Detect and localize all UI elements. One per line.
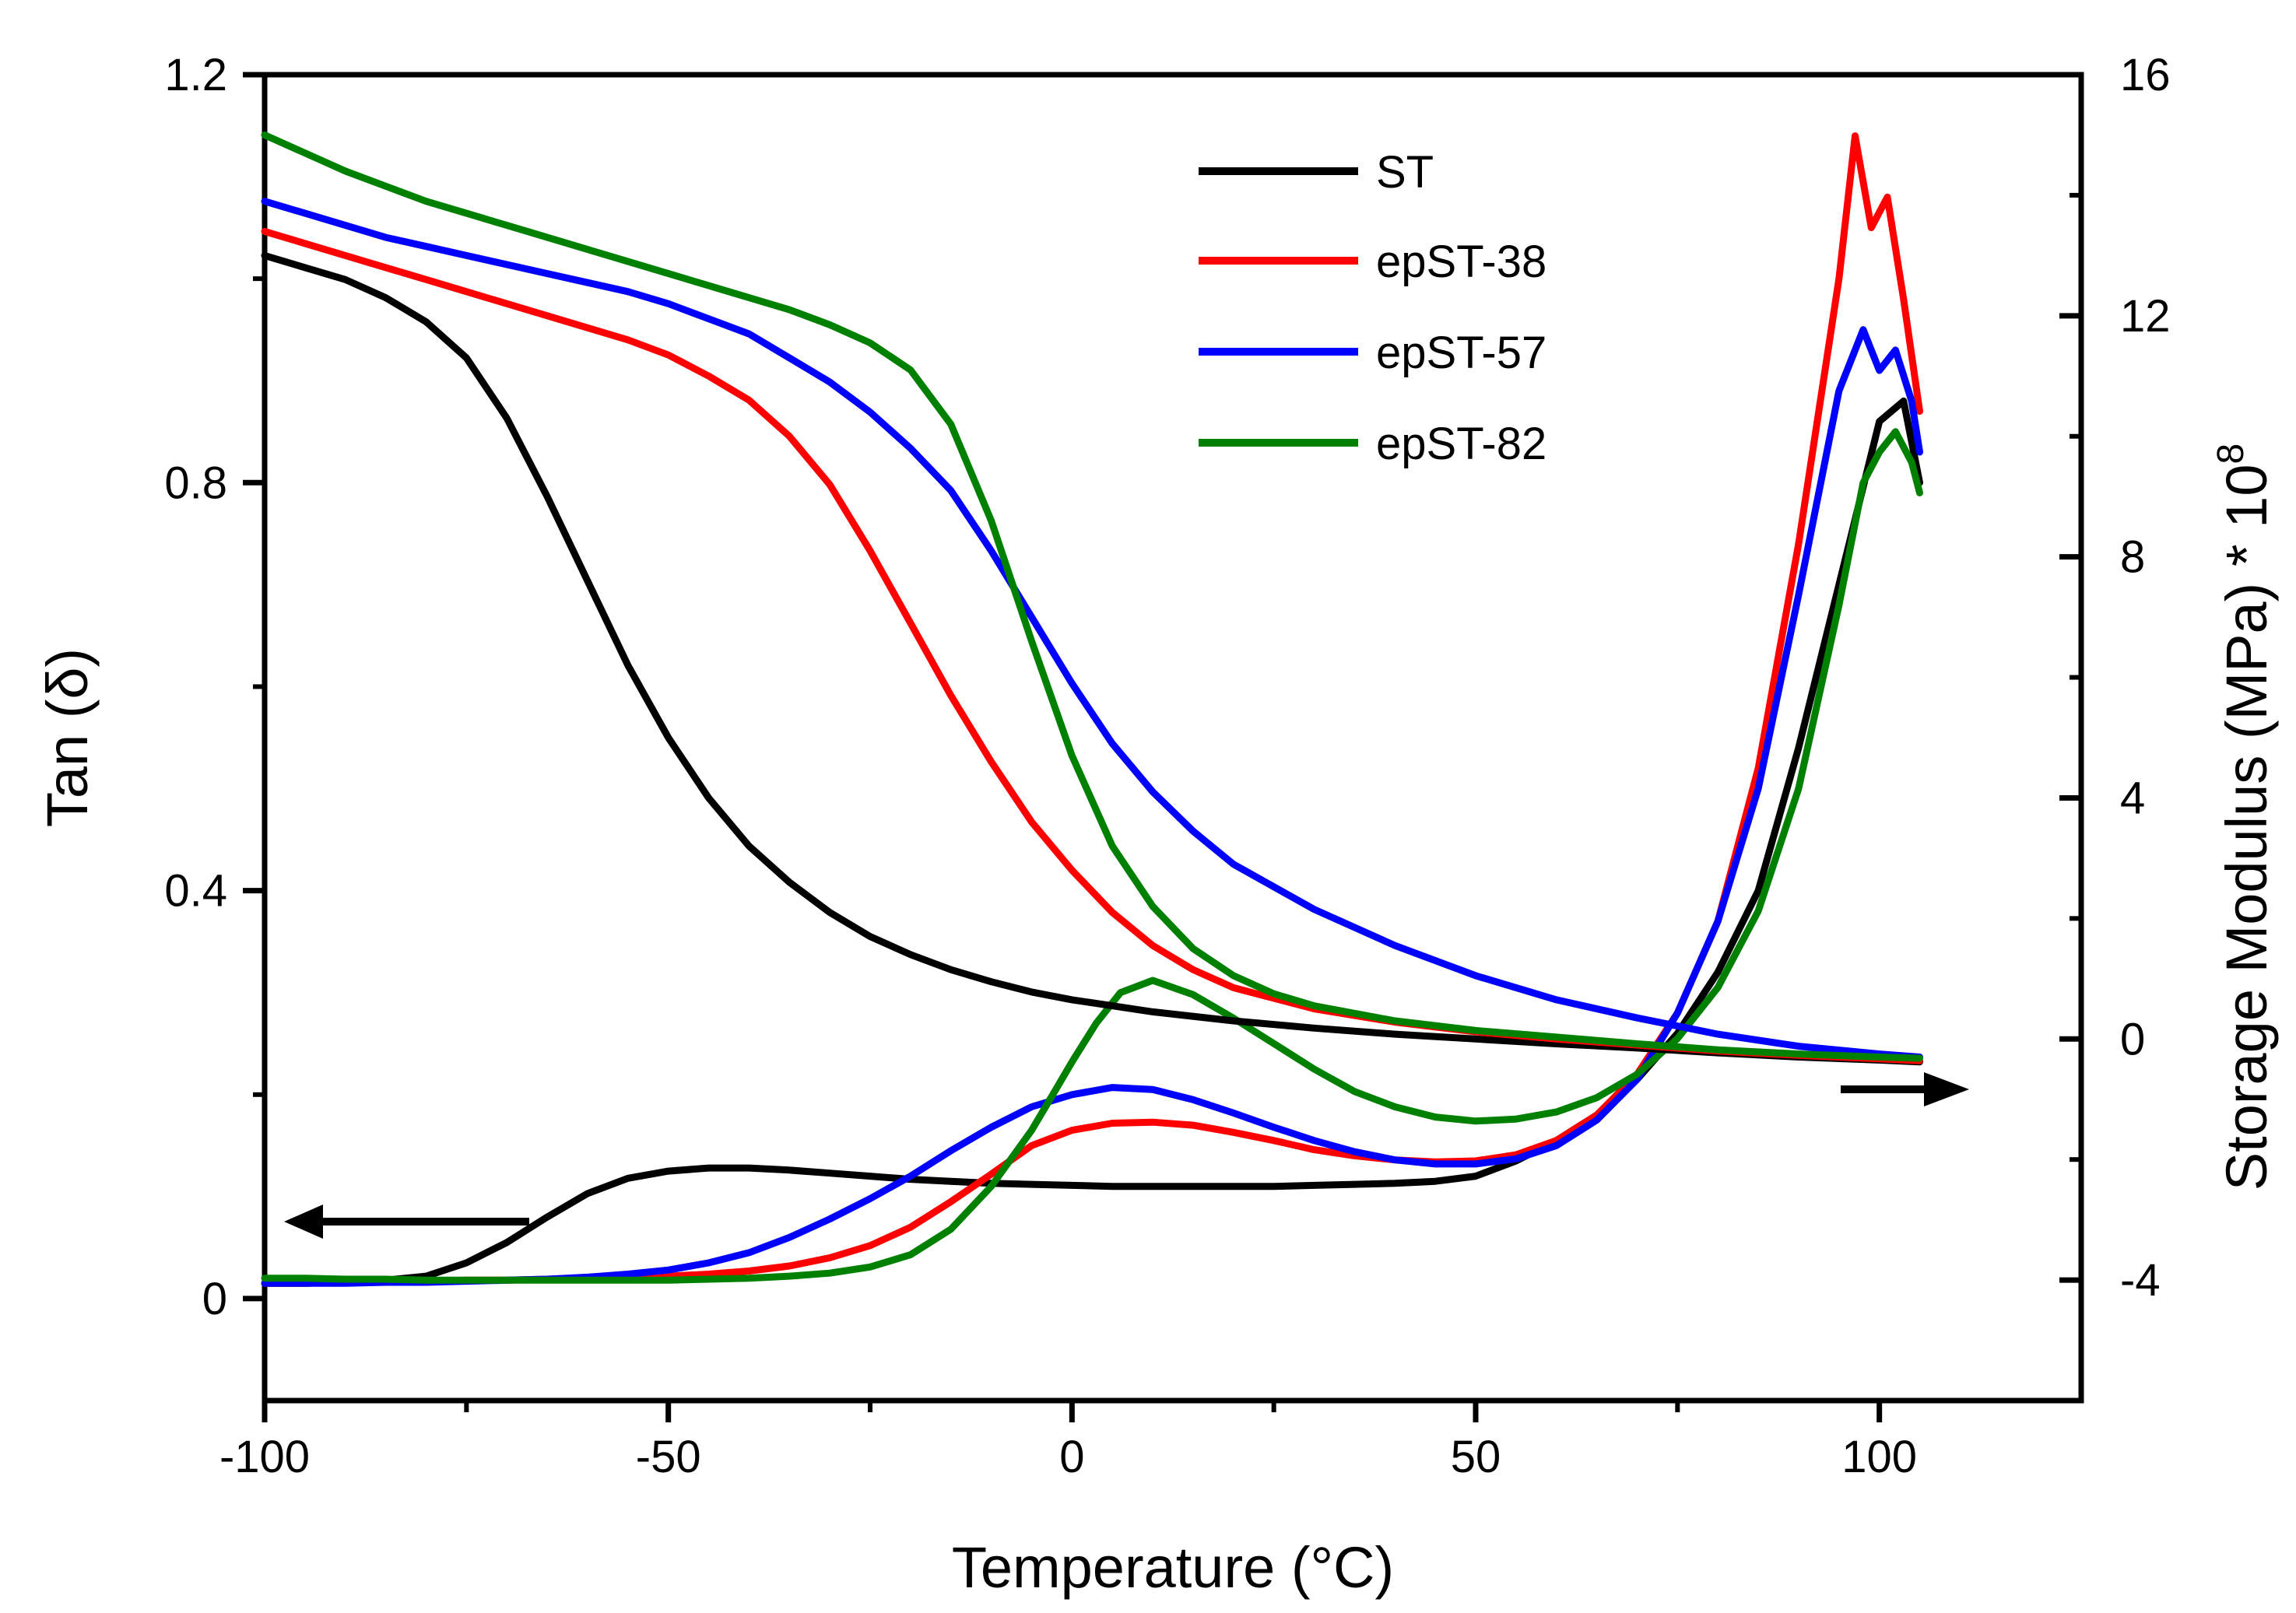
legend-label-epst-57: epST-57 [1376, 328, 1546, 378]
x-tick-label: 0 [1059, 1432, 1084, 1482]
series-epst-38-modulus [261, 227, 1923, 1064]
series-epst-57-modulus [261, 198, 1923, 1061]
y2-tick-label: 0 [2120, 1014, 2145, 1064]
x-tick-label: 100 [1841, 1432, 1917, 1482]
y-tick-label: 0 [202, 1274, 227, 1324]
y2-axis-title-main: Storage Modulus (MPa) * 10 [2214, 465, 2279, 1191]
y2-tick-label: 8 [2120, 532, 2145, 583]
legend: ST epST-38 epST-57 epST-82 [1199, 147, 1546, 469]
y-axis-title: Tan (δ) [35, 648, 100, 827]
y2-axis-title-exponent: 8 [2210, 444, 2252, 465]
y2-axis-title: Storage Modulus (MPa) * 108 [2210, 444, 2279, 1190]
series-st-modulus [261, 251, 1923, 1066]
y-tick-label: 1.2 [164, 50, 227, 100]
y2-tick-label: -4 [2120, 1255, 2161, 1306]
left-axis-arrow [284, 1204, 529, 1239]
series-epst-82-modulus [261, 131, 1923, 1062]
y2-tick-label: 12 [2120, 291, 2171, 342]
series-epst-82-tan-delta [261, 428, 1923, 1284]
tick-labels: -100 -50 0 50 100 0 0.4 0.8 1.2 -4 0 4 8 12 16 [164, 50, 2170, 1482]
x-tick-label: 50 [1451, 1432, 1501, 1482]
y-tick-label: 0.8 [164, 458, 227, 508]
axis-ticks [243, 72, 2081, 1422]
y2-tick-label: 16 [2120, 50, 2171, 100]
right-axis-arrow [1841, 1072, 1969, 1106]
y2-tick-label: 4 [2120, 773, 2145, 823]
x-tick-label: -100 [219, 1432, 310, 1482]
series-layer [261, 131, 1923, 1287]
legend-label-epst-82: epST-82 [1376, 419, 1546, 469]
x-axis-title: Temperature (°C) [952, 1535, 1394, 1600]
plot-frame [262, 72, 2084, 1404]
x-tick-label: -50 [636, 1432, 701, 1482]
legend-label-st: ST [1376, 147, 1434, 198]
y-tick-label: 0.4 [164, 866, 227, 917]
legend-label-epst-38: epST-38 [1376, 237, 1546, 287]
series-st-tan-delta [261, 397, 1923, 1287]
